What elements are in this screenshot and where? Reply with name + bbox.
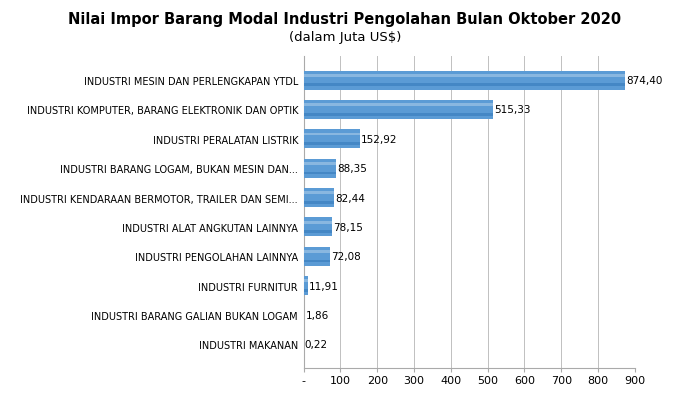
Text: 1,86: 1,86 (306, 310, 328, 320)
Text: 152,92: 152,92 (361, 135, 397, 144)
Text: 78,15: 78,15 (333, 222, 364, 232)
Bar (304, 143, 360, 146)
Bar (304, 201, 334, 204)
Bar (304, 72, 625, 90)
Text: 11,91: 11,91 (309, 281, 339, 291)
Bar (304, 221, 333, 224)
Bar (304, 231, 333, 234)
Bar (304, 101, 493, 120)
Bar (304, 172, 336, 175)
Text: 82,44: 82,44 (335, 193, 365, 203)
Text: (dalam Juta US$): (dalam Juta US$) (289, 31, 401, 44)
Bar (304, 280, 308, 283)
Bar (304, 104, 493, 107)
Bar (304, 247, 330, 266)
Text: 0,22: 0,22 (305, 339, 328, 349)
Bar (304, 189, 334, 207)
Text: 88,35: 88,35 (337, 164, 367, 174)
Bar (304, 75, 625, 78)
Bar (304, 159, 336, 178)
Text: 515,33: 515,33 (494, 105, 531, 115)
Bar (304, 114, 493, 117)
Text: 72,08: 72,08 (331, 252, 361, 262)
Bar (304, 218, 333, 237)
Bar (304, 192, 334, 195)
Bar (304, 130, 360, 149)
Bar (304, 276, 308, 295)
Bar (304, 133, 360, 136)
Bar (304, 250, 330, 253)
Text: 874,40: 874,40 (627, 76, 663, 86)
Bar (304, 260, 330, 263)
Bar (304, 289, 308, 292)
Bar (304, 162, 336, 165)
Bar (304, 84, 625, 87)
Text: Nilai Impor Barang Modal Industri Pengolahan Bulan Oktober 2020: Nilai Impor Barang Modal Industri Pengol… (68, 12, 622, 27)
